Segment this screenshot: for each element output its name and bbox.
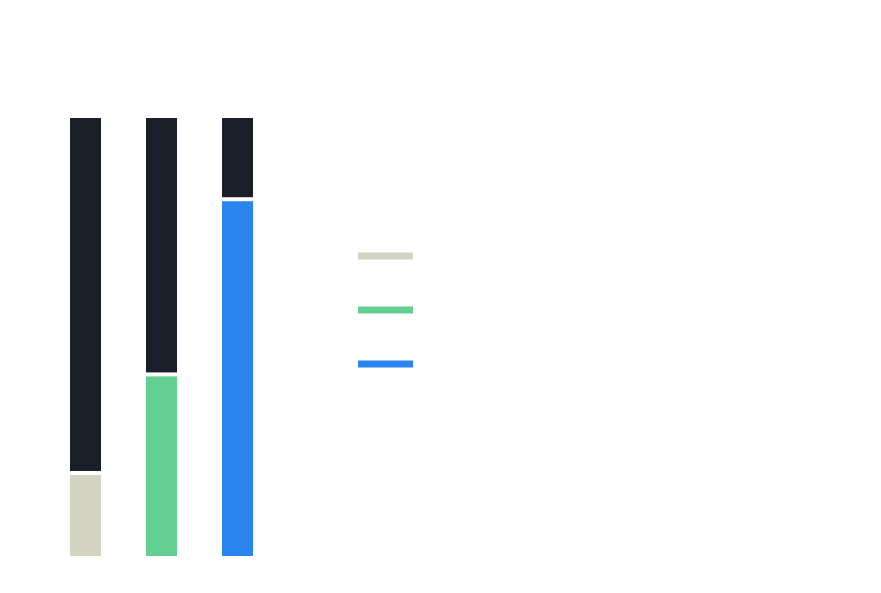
bar-value-1 bbox=[70, 474, 101, 556]
bar-remainder-3 bbox=[222, 118, 253, 198]
legend-swatch-3 bbox=[358, 360, 413, 368]
bar-remainder-2 bbox=[146, 118, 177, 373]
bar-value-2 bbox=[146, 376, 177, 556]
bar-value-3 bbox=[222, 201, 253, 556]
legend-swatch-1 bbox=[358, 252, 413, 260]
legend bbox=[358, 252, 413, 368]
bar-remainder-1 bbox=[70, 118, 101, 471]
bar-group bbox=[70, 118, 253, 556]
legend-swatch-2 bbox=[358, 306, 413, 314]
